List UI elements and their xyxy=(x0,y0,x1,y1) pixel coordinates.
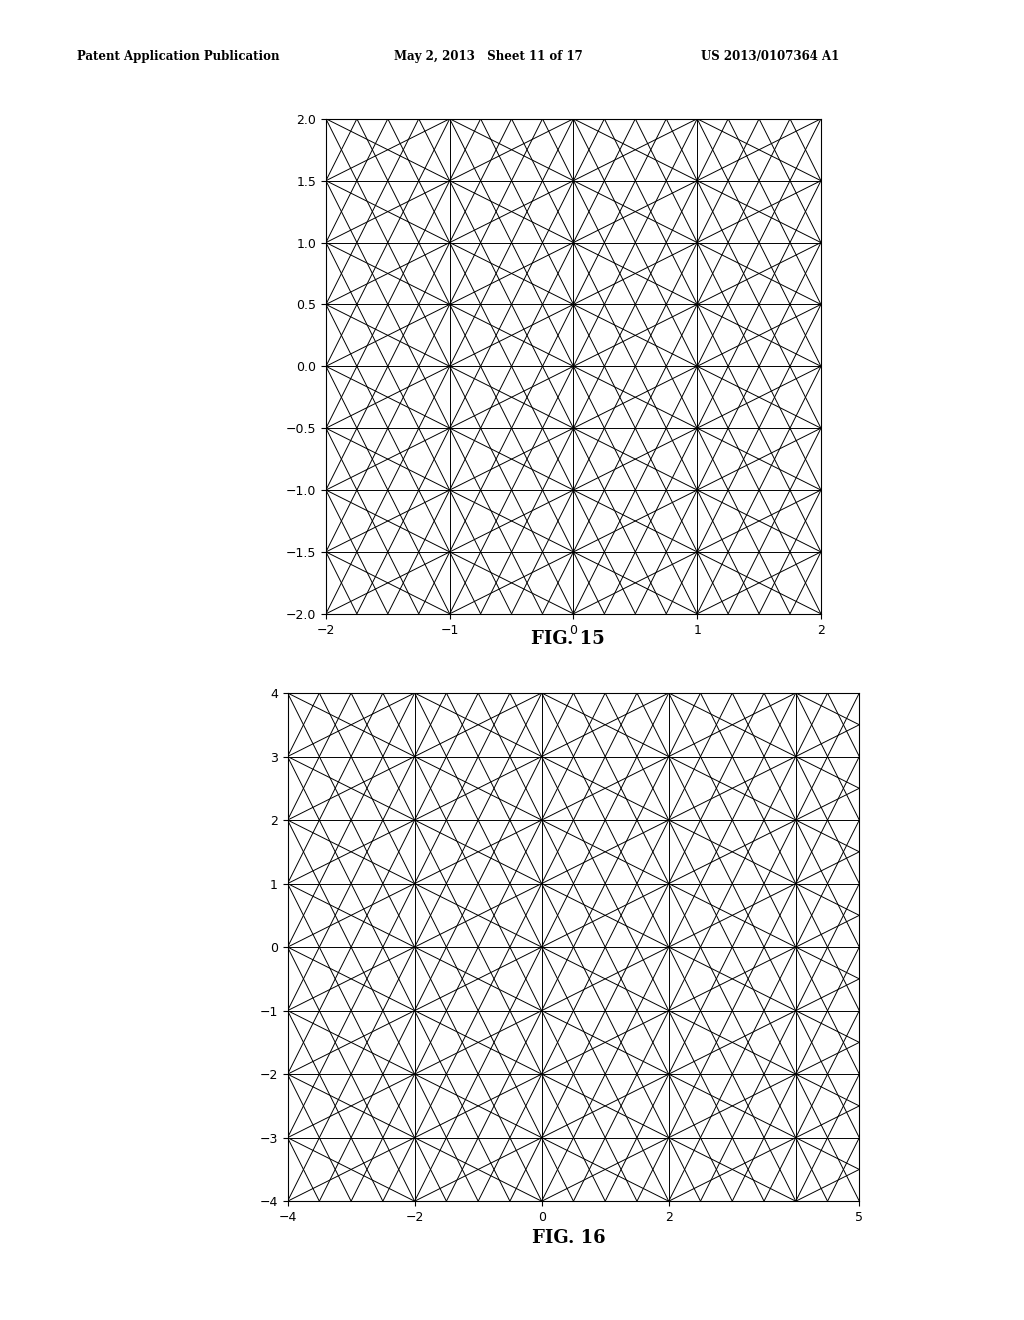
Text: FIG. 16: FIG. 16 xyxy=(531,1229,605,1247)
Text: May 2, 2013   Sheet 11 of 17: May 2, 2013 Sheet 11 of 17 xyxy=(394,50,583,63)
Text: FIG. 15: FIG. 15 xyxy=(531,630,605,648)
Text: Patent Application Publication: Patent Application Publication xyxy=(77,50,280,63)
Text: US 2013/0107364 A1: US 2013/0107364 A1 xyxy=(701,50,840,63)
